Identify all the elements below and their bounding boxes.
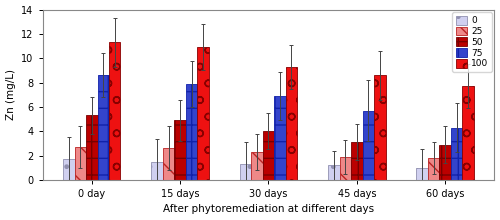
X-axis label: After phytoremediation at different days: After phytoremediation at different days	[163, 204, 374, 214]
Bar	[74, 147, 86, 180]
Bar	[152, 162, 163, 180]
Bar	[428, 158, 440, 180]
Bar	[240, 164, 252, 180]
Bar	[186, 84, 198, 180]
Bar	[462, 86, 474, 180]
Bar	[98, 75, 109, 180]
Bar	[252, 152, 262, 180]
Bar	[374, 75, 386, 180]
Bar	[340, 157, 351, 180]
Bar	[198, 47, 209, 180]
Bar	[109, 42, 120, 180]
Legend: 0, 25, 50, 75, 100: 0, 25, 50, 75, 100	[452, 12, 492, 72]
Bar	[440, 145, 451, 180]
Bar	[362, 110, 374, 180]
Bar	[163, 148, 174, 180]
Bar	[328, 165, 340, 180]
Bar	[86, 115, 98, 180]
Bar	[63, 159, 74, 180]
Bar	[262, 131, 274, 180]
Bar	[286, 67, 297, 180]
Y-axis label: Zn (mg/L): Zn (mg/L)	[6, 69, 16, 120]
Bar	[451, 128, 462, 180]
Bar	[274, 96, 285, 180]
Bar	[416, 168, 428, 180]
Bar	[351, 142, 362, 180]
Bar	[174, 120, 186, 180]
